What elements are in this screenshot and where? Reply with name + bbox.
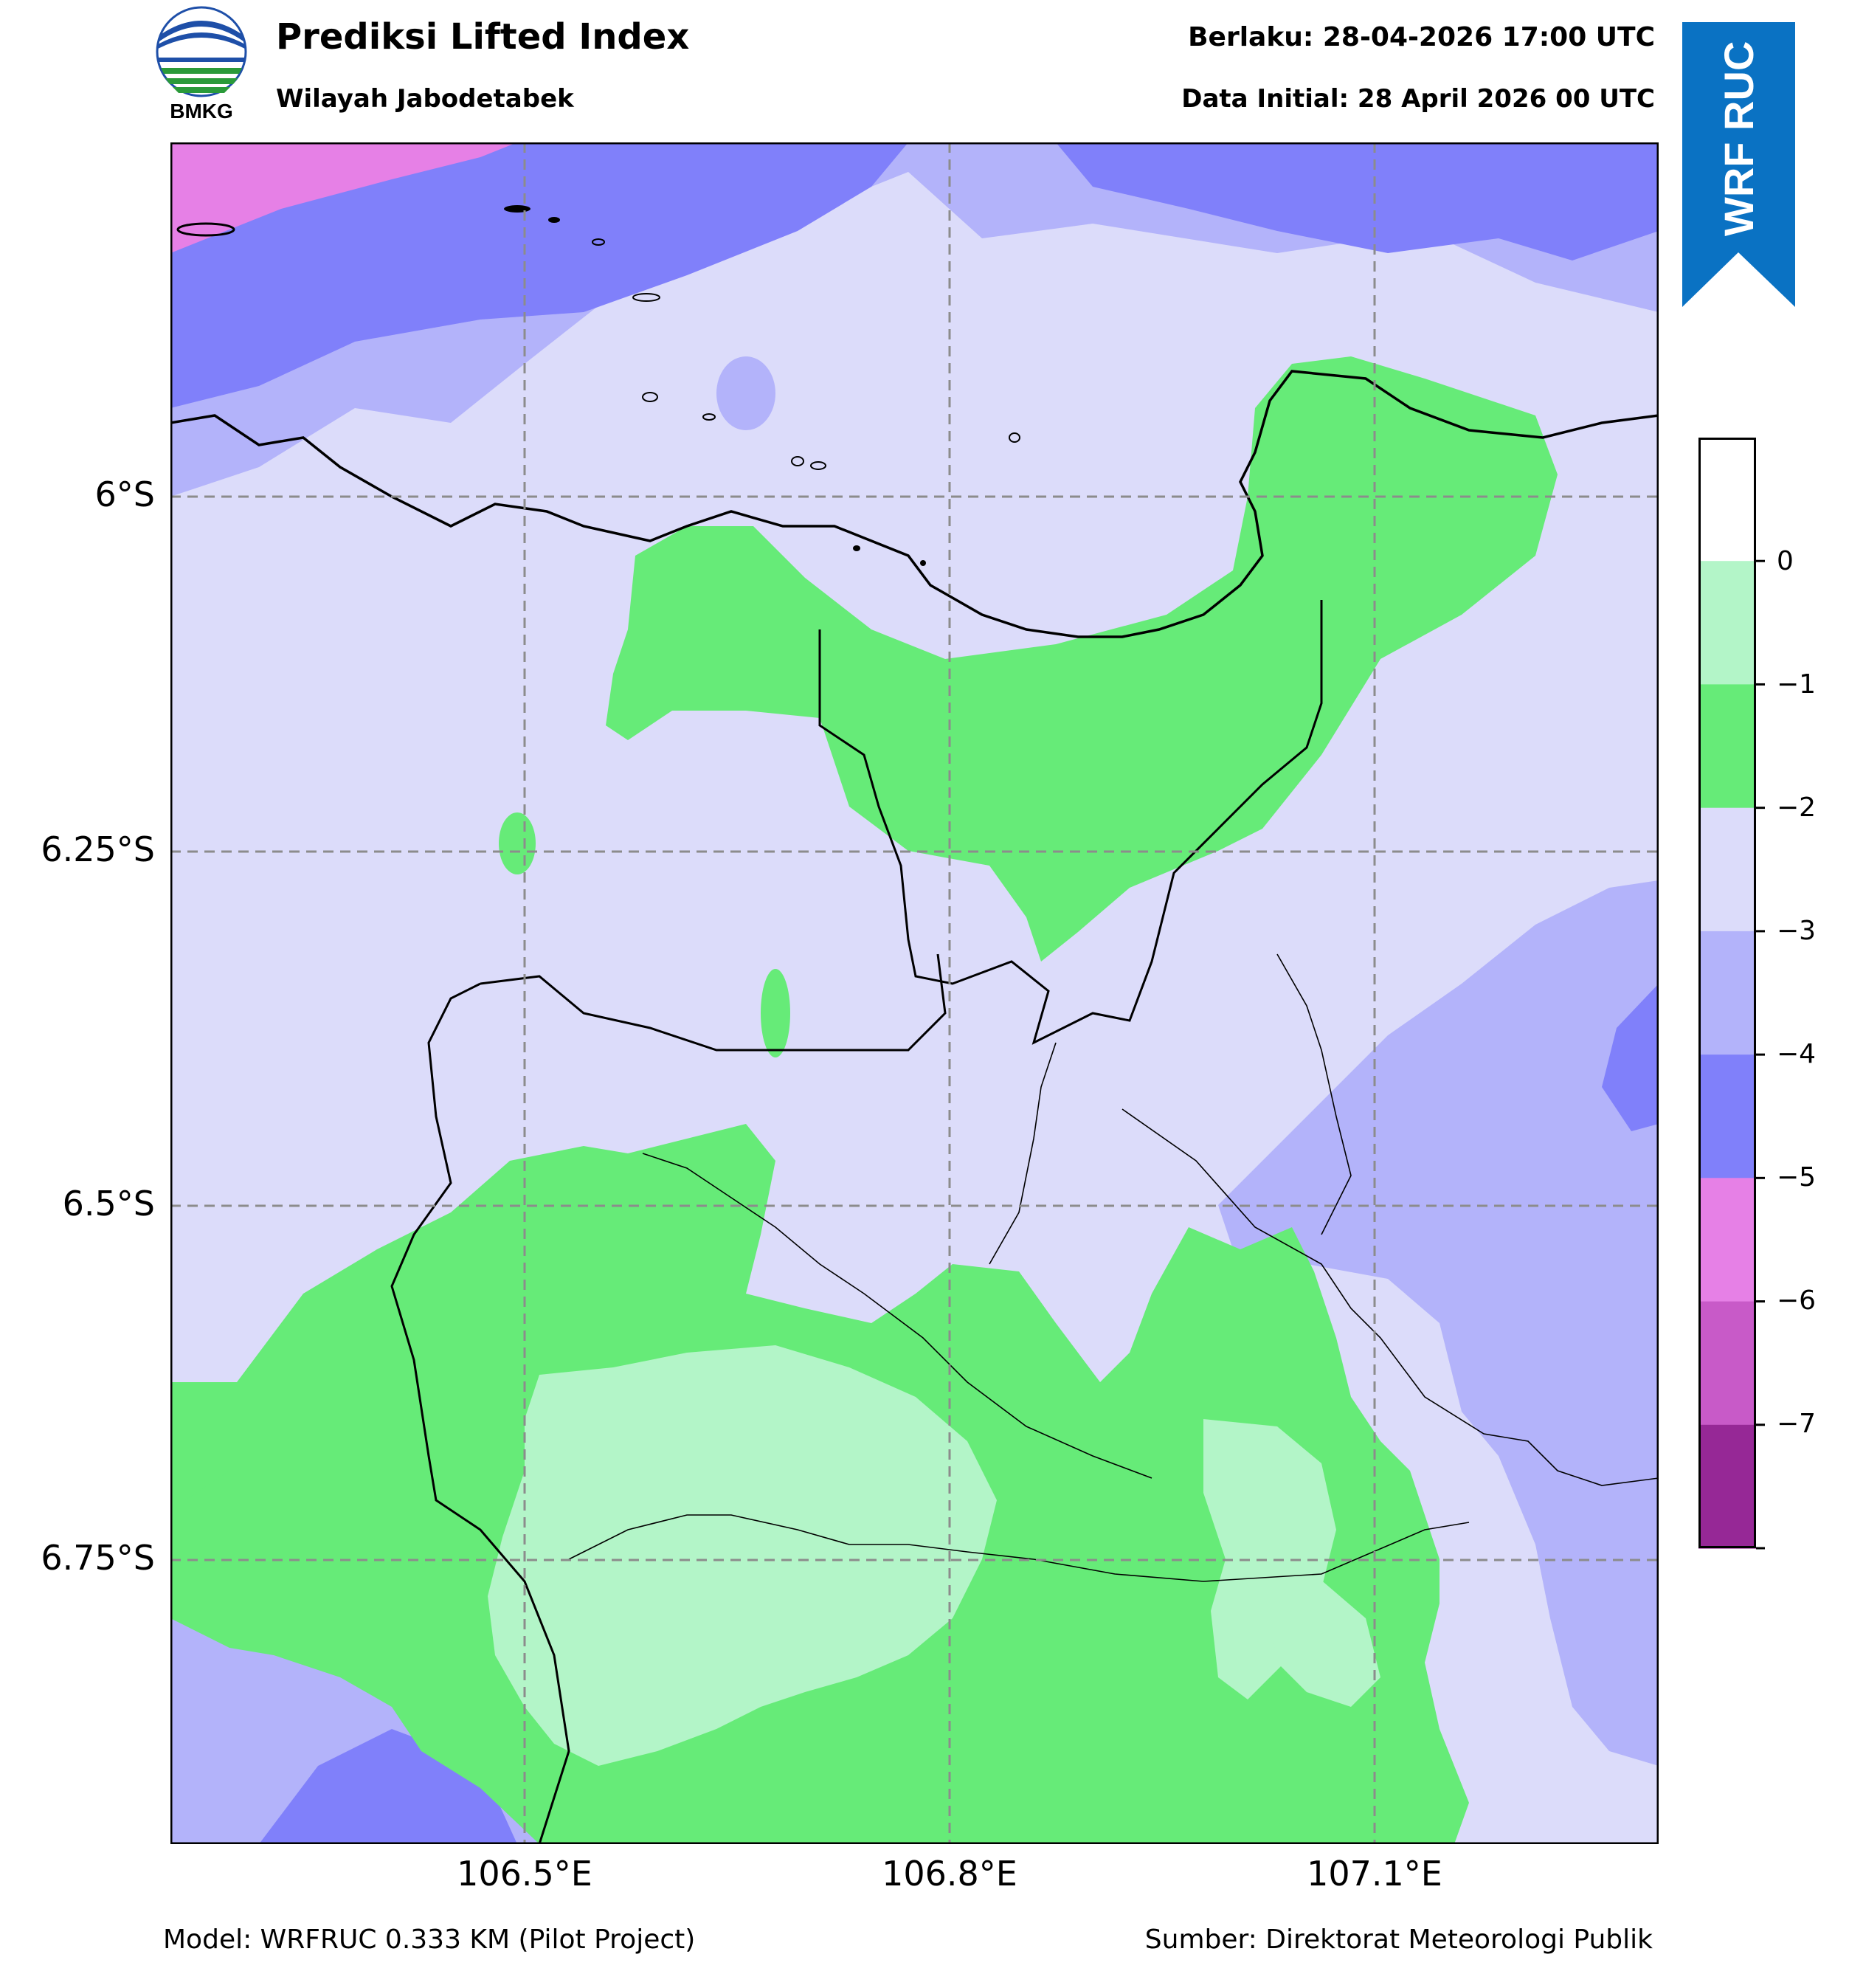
lat-tick-label: 6°S	[94, 474, 155, 514]
island-9	[810, 461, 826, 470]
colorbar-segment	[1698, 1424, 1756, 1549]
colorbar-label: −1	[1777, 669, 1817, 700]
colorbar	[1698, 438, 1765, 1550]
chart-title: Prediksi Lifted Index	[276, 16, 690, 58]
colorbar-segment	[1698, 1055, 1756, 1178]
ribbon-text: WRF RUC	[1715, 41, 1762, 236]
lat-tick-label: 6.5°S	[62, 1184, 155, 1223]
model-info: Model: WRFRUC 0.333 KM (Pilot Project)	[163, 1925, 696, 1955]
contour-level-minus5-top	[170, 142, 517, 253]
map-frame	[170, 142, 1659, 1844]
contour-level-minus2-upper	[687, 275, 1351, 511]
boundary-bekasi	[1276, 953, 1352, 1235]
lat-tick-label: 6.75°S	[41, 1538, 155, 1578]
island-12	[920, 560, 926, 566]
contour-level-minus1-spot-a	[499, 812, 536, 874]
island-5	[632, 293, 660, 302]
island-1	[176, 222, 235, 237]
colorbar-label: −4	[1777, 1039, 1817, 1069]
boundary-bogor-south	[568, 1514, 1470, 1582]
contour-level-minus1-west-edge	[170, 1382, 229, 1500]
island-8	[791, 456, 804, 466]
bmkg-logo: BMKG	[156, 6, 247, 122]
colorbar-segment	[1698, 807, 1756, 932]
valid-time: Berlaku: 28-04-2026 17:00 UTC	[1188, 22, 1655, 52]
contour-level-minus4-top	[170, 142, 908, 408]
coastline	[170, 370, 1659, 638]
lon-tick-label: 106.8°E	[882, 1854, 1017, 1894]
colorbar-label: −2	[1777, 793, 1817, 823]
colorbar-segment	[1698, 438, 1756, 562]
island-3	[548, 217, 560, 223]
island-11	[853, 545, 860, 551]
colorbar-segment	[1698, 931, 1756, 1055]
boundary-bogor-mid	[642, 1153, 1152, 1479]
contour-level-minus3-spot	[716, 356, 775, 430]
wrf-ruc-ribbon: WRF RUC	[1682, 22, 1795, 307]
colorbar-label: −6	[1777, 1285, 1817, 1316]
colorbar-label: 0	[1777, 546, 1794, 576]
lon-tick-label: 106.5°E	[457, 1854, 592, 1894]
lifted-index-map	[170, 142, 1659, 1844]
lon-tick-label: 107.1°E	[1307, 1854, 1442, 1894]
island-10	[1009, 432, 1020, 443]
contour-level-0-southeast	[1262, 1574, 1380, 1707]
source-info: Sumber: Direktorat Meteorologi Publik	[1144, 1925, 1653, 1955]
contour-level-minus4-topright	[1056, 142, 1659, 260]
boundary-tangerang	[480, 953, 947, 1052]
contour-level-minus1-north	[606, 356, 1558, 962]
gridlines	[170, 142, 1659, 1844]
colorbar-label: −3	[1777, 916, 1817, 946]
island-4	[592, 238, 605, 246]
colorbar-label: −5	[1777, 1162, 1817, 1193]
boundary-dki-jakarta	[818, 600, 1323, 1045]
colorbar-segment	[1698, 561, 1756, 685]
boundary-east	[1122, 1108, 1659, 1486]
colorbar-segment	[1698, 684, 1756, 809]
logo-text: BMKG	[170, 100, 233, 122]
contour-level-minus4-east	[1602, 984, 1659, 1131]
init-time: Data Initial: 28 April 2026 00 UTC	[1181, 84, 1655, 114]
chart-subtitle: Wilayah Jabodetabek	[276, 84, 574, 114]
colorbar-segment	[1698, 1301, 1756, 1426]
boundary-depok	[989, 1042, 1057, 1265]
island-7	[702, 413, 716, 421]
colorbar-label: −7	[1777, 1409, 1817, 1439]
island-2	[504, 205, 530, 213]
colorbar-segment	[1698, 1178, 1756, 1302]
island-6	[642, 392, 658, 402]
contour-level-minus1-spot-b	[761, 969, 790, 1057]
colorbar-frame	[1698, 438, 1756, 1548]
boundary-west	[390, 982, 570, 1844]
lat-tick-label: 6.25°S	[41, 829, 155, 869]
contour-level-minus3-east	[1218, 880, 1659, 1766]
contour-level-0-south	[488, 1345, 997, 1766]
